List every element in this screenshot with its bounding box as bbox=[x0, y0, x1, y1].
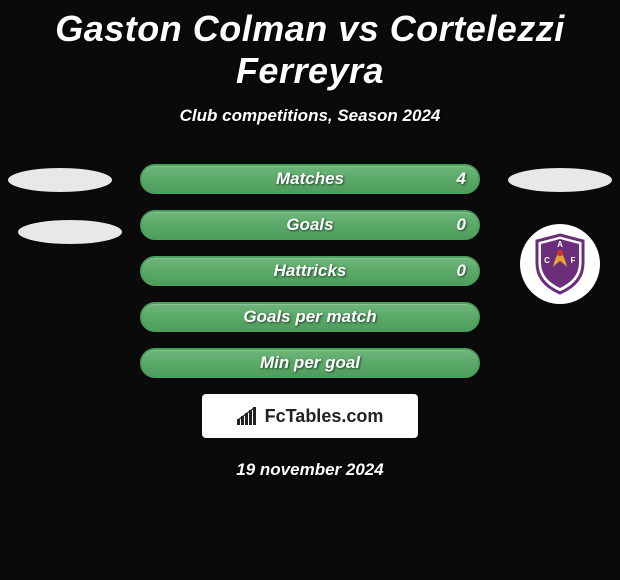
stat-row-goals: Goals 0 bbox=[140, 210, 480, 240]
club-badge: A C F bbox=[520, 224, 600, 304]
player-left-marker-2 bbox=[18, 220, 122, 244]
stat-label: Goals bbox=[286, 215, 333, 235]
stat-row-matches: Matches 4 bbox=[140, 164, 480, 194]
player-right-marker-1 bbox=[508, 168, 612, 192]
stat-value-right: 0 bbox=[457, 261, 466, 281]
stat-row-goals-per-match: Goals per match bbox=[140, 302, 480, 332]
date-text: 19 november 2024 bbox=[0, 460, 620, 480]
shield-icon: A C F bbox=[533, 233, 587, 295]
stat-label: Min per goal bbox=[260, 353, 360, 373]
stat-label: Matches bbox=[276, 169, 344, 189]
stat-label: Goals per match bbox=[243, 307, 376, 327]
badge-initial-left: C bbox=[544, 256, 550, 265]
watermark: FcTables.com bbox=[202, 394, 418, 438]
badge-initial-top: A bbox=[557, 240, 563, 249]
bars-icon bbox=[237, 407, 259, 425]
player-left-marker-1 bbox=[8, 168, 112, 192]
watermark-text: FcTables.com bbox=[265, 406, 384, 427]
stat-rows: Matches 4 Goals 0 Hattricks 0 Goals per … bbox=[140, 164, 480, 378]
stat-row-min-per-goal: Min per goal bbox=[140, 348, 480, 378]
stat-value-right: 0 bbox=[457, 215, 466, 235]
subtitle: Club competitions, Season 2024 bbox=[0, 106, 620, 126]
stat-row-hattricks: Hattricks 0 bbox=[140, 256, 480, 286]
stat-value-right: 4 bbox=[457, 169, 466, 189]
stat-label: Hattricks bbox=[274, 261, 347, 281]
page-title: Gaston Colman vs Cortelezzi Ferreyra bbox=[0, 0, 620, 92]
comparison-panel: A C F Matches 4 Goals 0 Hattricks 0 Goal… bbox=[0, 164, 620, 480]
badge-initial-right: F bbox=[571, 256, 576, 265]
